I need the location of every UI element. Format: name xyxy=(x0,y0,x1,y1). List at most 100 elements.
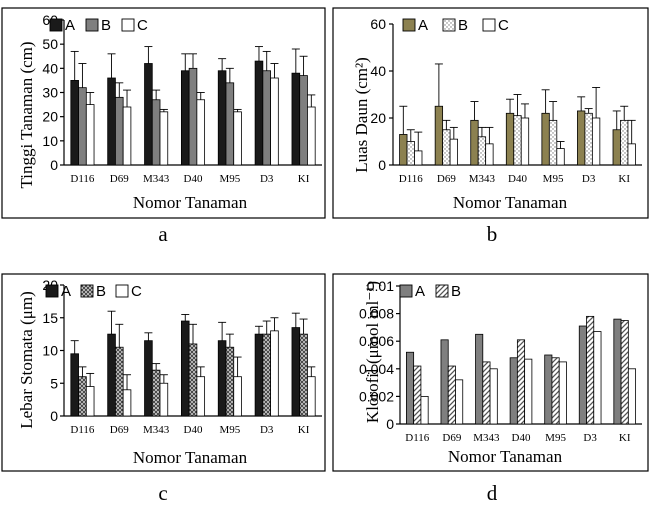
panel-label-c: c xyxy=(158,481,167,505)
panel-d-bar-a xyxy=(544,354,553,425)
panel-d-bar-a xyxy=(440,339,449,425)
panel-c-bar-c xyxy=(85,386,95,417)
panel-a-x-tick-label: D116 xyxy=(70,173,95,185)
panel-b-bar-a xyxy=(505,112,515,166)
panel-d-bar-series3 xyxy=(489,368,498,425)
panel-c-legend-swatch-b xyxy=(80,284,94,298)
panel-b-bar-b xyxy=(513,115,522,166)
panel-d-bar-series3 xyxy=(593,331,602,425)
panel-c-legend-swatch-a xyxy=(45,284,59,298)
panel-a-xlabel: Nomor Tanaman xyxy=(133,193,248,212)
panel-c-bar-b xyxy=(188,343,198,417)
panel-c-bar-a xyxy=(70,353,79,417)
panel-a-bar-a xyxy=(254,60,264,166)
panel-d-bar-a xyxy=(405,351,415,425)
panel-a-bar-a xyxy=(107,77,116,166)
panel-c-bar-b xyxy=(262,333,271,417)
panel-a-bar-c xyxy=(85,104,95,166)
panel-a-legend-swatch-a xyxy=(49,18,63,32)
panel-d-legend-label-b: B xyxy=(451,283,461,300)
panel-a-bar-a xyxy=(70,80,79,166)
panel-b-y-tick-label: 40 xyxy=(370,63,386,79)
panel-label-b: b xyxy=(487,222,498,246)
panel-c-bar-a xyxy=(144,340,153,417)
panel-c-legend-label-c: C xyxy=(131,283,142,300)
panel-c-frame xyxy=(1,273,326,472)
panel-a-legend-label-b: B xyxy=(101,17,111,34)
panel-d-x-tick-label: D40 xyxy=(512,432,531,444)
panel-c-bar-b xyxy=(78,376,87,417)
panel-b-x-tick-label: M343 xyxy=(469,173,496,185)
panel-a-bar-b xyxy=(115,96,124,166)
panel-b-legend-label-a: A xyxy=(418,17,428,34)
panel-c-bar-a xyxy=(254,333,264,417)
panel-c-bar-c xyxy=(307,376,316,417)
panel-a-y-tick-label: 10 xyxy=(42,133,58,149)
panel-a-bar-b xyxy=(225,82,235,166)
panel-b-bar-b xyxy=(620,119,629,166)
panel-a-y-tick-label: 30 xyxy=(42,85,58,101)
panel-d-bar-b xyxy=(551,357,560,425)
panel-a-x-tick-label: D3 xyxy=(260,173,274,185)
panel-a-bar-c xyxy=(196,99,206,166)
panel-c-bar-b xyxy=(299,333,308,417)
panel-b-bar-c xyxy=(449,138,458,166)
panel-d-y-tick-label: 0.002 xyxy=(359,388,394,404)
panel-b-legend-swatch-a xyxy=(402,18,416,32)
panel-b-x-tick-label: D69 xyxy=(437,173,456,185)
panel-d-bar-a xyxy=(475,333,484,425)
panel-a-bar-b xyxy=(299,75,308,166)
panel-c-bar-b xyxy=(115,346,124,417)
panel-b-bar-a xyxy=(399,134,408,166)
panel-d-bar-a xyxy=(509,357,518,425)
panel-c-legend-swatch-c xyxy=(115,284,129,298)
panel-b-xlabel: Nomor Tanaman xyxy=(453,193,568,212)
panel-d-bar-b xyxy=(516,339,526,425)
panel-d-legend-swatch-a xyxy=(399,284,413,298)
panel-c-bar-b xyxy=(151,369,161,417)
panel-b-x-tick-label: KI xyxy=(618,173,630,185)
panel-a-legend-label-a: A xyxy=(65,17,75,34)
panel-c-bar-a xyxy=(107,333,116,417)
panel-a-bar-b xyxy=(188,67,198,166)
panel-d-legend-swatch-b xyxy=(435,284,449,298)
panel-c-bar-c xyxy=(233,376,242,417)
panel-a-bar-a xyxy=(180,70,190,166)
panel-b-x-tick-label: D3 xyxy=(582,173,596,185)
panel-b-x-tick-label: M95 xyxy=(543,173,564,185)
panel-d-bar-b xyxy=(482,361,491,425)
panel-d-xlabel: Nomor Tanaman xyxy=(448,447,563,466)
panel-b-bar-c xyxy=(520,117,530,166)
panel-b-bar-a xyxy=(612,129,621,166)
panel-a-bar-c xyxy=(233,111,242,166)
panel-b-y-tick-label: 60 xyxy=(370,16,386,32)
panel-b-bar-a xyxy=(434,105,444,166)
panel-a-bar-b xyxy=(151,99,161,166)
panel-b-bar-a xyxy=(470,119,479,166)
panel-a-x-tick-label: D40 xyxy=(184,173,203,185)
panel-a-ylabel: Tinggi Tanaman (cm) xyxy=(17,41,36,188)
panel-d-x-tick-label: D3 xyxy=(583,432,597,444)
panel-d-y-tick-label: 0.006 xyxy=(359,333,394,349)
panel-d-y-tick-label: 0.004 xyxy=(359,361,394,377)
panel-c-legend-label-b: B xyxy=(96,283,106,300)
panel-c-bar-c xyxy=(159,382,169,417)
panel-c-ylabel: Lebar Stomata (μm) xyxy=(17,291,36,429)
panel-c-bar-a xyxy=(180,320,190,417)
panel-b-bar-b xyxy=(584,112,593,166)
panel-d-x-tick-label: M343 xyxy=(473,432,500,444)
panel-label-d: d xyxy=(487,481,498,505)
panel-d-y-tick-label: 0 xyxy=(386,416,394,432)
panel-a-y-tick-label: 20 xyxy=(42,109,58,125)
panel-a-bar-c xyxy=(122,106,132,166)
panel-b-legend-label-b: B xyxy=(458,17,468,34)
panel-b-legend-swatch-c xyxy=(482,18,496,32)
panel-d-y-tick-label: 0.01 xyxy=(367,278,394,294)
panel-c-bar-c xyxy=(270,330,279,417)
plots-layer: 0102030405060D116D69M343D40M95D3KIABC020… xyxy=(42,12,642,444)
panel-b-bar-a xyxy=(541,112,550,166)
panel-d-bar-a xyxy=(613,318,622,425)
panel-d-bar-series3 xyxy=(420,395,429,425)
panel-d-bar-series3 xyxy=(558,361,567,425)
